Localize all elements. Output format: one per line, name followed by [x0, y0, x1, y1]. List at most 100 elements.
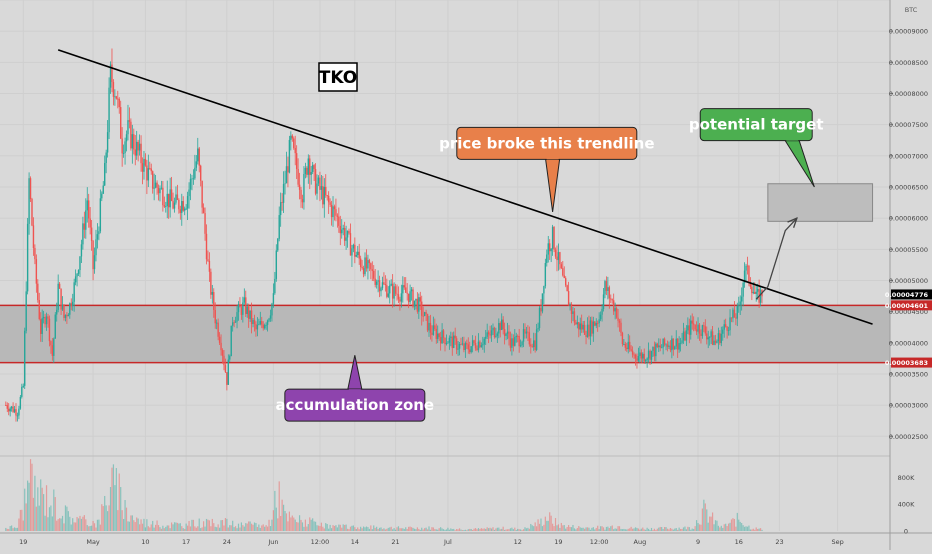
candle-body: [138, 143, 141, 151]
volume-bar: [671, 528, 673, 531]
volume-bar: [514, 527, 516, 531]
candle-body: [525, 331, 528, 334]
candle-body: [570, 304, 573, 314]
volume-bar: [656, 528, 658, 531]
candle-body: [483, 338, 485, 345]
volume-bar: [11, 525, 13, 531]
candle-body: [471, 340, 474, 347]
candle-body: [527, 331, 529, 333]
candle-body: [599, 314, 602, 320]
volume-bar: [495, 528, 497, 531]
candle-body: [22, 385, 24, 387]
candle-body: [269, 315, 272, 319]
candle-body: [265, 324, 267, 326]
candle-body: [386, 285, 388, 297]
candle-body: [297, 169, 299, 185]
candle-body: [143, 158, 145, 172]
candle-body: [294, 147, 296, 154]
volume-bar: [742, 525, 744, 531]
volume-bar: [691, 528, 693, 531]
volume-bar: [285, 513, 288, 531]
candle-body: [371, 269, 373, 271]
volume-bar: [111, 467, 113, 531]
volume-bar: [64, 505, 67, 531]
candle-body: [255, 323, 257, 330]
candle-body: [448, 337, 451, 343]
volume-bar: [741, 523, 743, 531]
volume-bar: [624, 529, 626, 531]
candle-body: [752, 291, 755, 294]
volume-bar: [130, 515, 132, 531]
candle-body: [240, 307, 243, 315]
volume-bar: [418, 528, 420, 531]
volume-bar: [280, 515, 282, 531]
candle-body: [575, 322, 577, 325]
volume-bar: [37, 487, 39, 531]
candle-body: [220, 342, 222, 351]
volume-bar: [309, 517, 311, 531]
volume-bar: [351, 525, 353, 531]
volume-bar: [346, 528, 349, 531]
volume-bar: [515, 529, 517, 531]
candle-body: [682, 331, 685, 341]
volume-bar: [508, 529, 510, 531]
candle-body: [19, 396, 22, 409]
candle-body: [447, 342, 449, 344]
volume-bar: [88, 526, 90, 531]
candle-body: [226, 372, 228, 385]
candle-body: [263, 325, 266, 329]
candle-body: [349, 233, 352, 256]
candle-body: [298, 184, 301, 190]
candle-body: [237, 304, 240, 313]
candle-body: [399, 299, 401, 302]
candle-body: [259, 321, 262, 325]
candle-body: [266, 320, 269, 325]
volume-bar: [570, 527, 573, 531]
candle-body: [429, 322, 432, 333]
volume-bar: [706, 509, 708, 531]
volume-bar: [45, 485, 48, 531]
volume-bar: [188, 520, 190, 531]
candle-body: [181, 201, 183, 213]
volume-bar: [707, 522, 709, 531]
volume-bar: [387, 527, 389, 531]
candle-body: [387, 293, 389, 297]
candle-body: [42, 316, 45, 319]
volume-bar: [588, 527, 590, 531]
candle-body: [742, 282, 744, 297]
candle-body: [412, 289, 414, 307]
volume-bar: [16, 527, 19, 531]
volume-bar: [419, 529, 421, 531]
candle-body: [556, 256, 558, 261]
candle-body: [495, 335, 497, 337]
candle-body: [441, 330, 443, 344]
price-tick-label: 0.00004500: [889, 308, 928, 316]
candle-body: [473, 340, 475, 344]
volume-bar: [374, 527, 376, 531]
volume-bar: [82, 516, 84, 531]
volume-bar: [386, 528, 388, 531]
volume-bar: [242, 525, 244, 531]
volume-bar: [314, 521, 317, 531]
volume-bar: [531, 525, 533, 531]
volume-bar: [474, 528, 477, 531]
volume-bar: [226, 518, 228, 531]
price-tick-label: 0.00003500: [889, 370, 928, 378]
candle-body: [738, 305, 740, 307]
candle-body: [25, 291, 27, 331]
candle-body: [678, 343, 680, 350]
volume-bar: [690, 529, 692, 531]
candle-body: [647, 350, 650, 359]
descending-trendline: [57, 49, 873, 325]
volume-bar: [672, 529, 674, 531]
volume-bar: [269, 526, 272, 531]
volume-bar: [317, 525, 320, 531]
current-price-tag: 0.00004776: [885, 291, 929, 299]
candle-body: [538, 307, 541, 328]
candle-body: [630, 349, 632, 351]
volume-bar: [477, 528, 480, 531]
candle-body: [690, 320, 692, 335]
candle-body: [245, 297, 247, 315]
volume-bar: [396, 527, 398, 531]
candle-body: [637, 355, 640, 361]
